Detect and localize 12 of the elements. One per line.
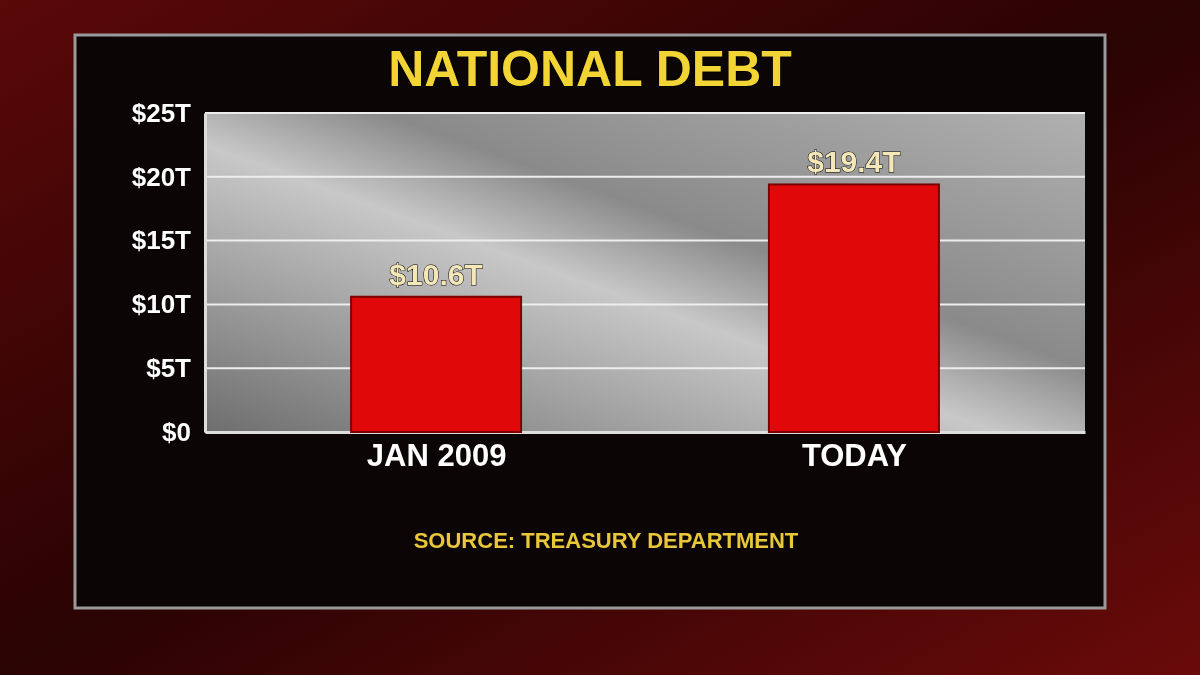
chart-title: NATIONAL DEBT — [388, 41, 792, 97]
x-tick-label: JAN 2009 — [366, 438, 507, 474]
y-tick-label: $15T — [131, 225, 192, 256]
data-label: $10.6T — [389, 257, 483, 291]
data-label: $19.4T — [807, 145, 901, 179]
x-tick-label: TODAY — [801, 438, 908, 474]
source-note: SOURCE: TREASURY DEPARTMENT — [413, 528, 799, 553]
y-tick-label: $20T — [131, 161, 192, 192]
y-tick-label: $5T — [146, 353, 192, 384]
y-tick-label: $0 — [162, 416, 191, 447]
y-tick-label: $25T — [131, 97, 192, 128]
y-tick-label: $10T — [131, 289, 192, 320]
